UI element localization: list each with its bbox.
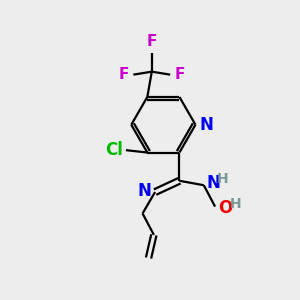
Text: H: H <box>230 197 241 211</box>
Text: F: F <box>174 67 185 82</box>
Text: N: N <box>199 116 213 134</box>
Text: Cl: Cl <box>105 141 123 159</box>
Text: F: F <box>147 34 157 49</box>
Text: H: H <box>216 172 228 186</box>
Text: N: N <box>137 182 151 200</box>
Text: N: N <box>207 174 220 192</box>
Text: F: F <box>119 67 129 82</box>
Text: O: O <box>218 199 232 217</box>
